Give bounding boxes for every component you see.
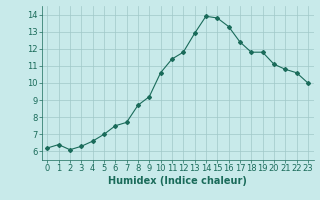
- X-axis label: Humidex (Indice chaleur): Humidex (Indice chaleur): [108, 176, 247, 186]
